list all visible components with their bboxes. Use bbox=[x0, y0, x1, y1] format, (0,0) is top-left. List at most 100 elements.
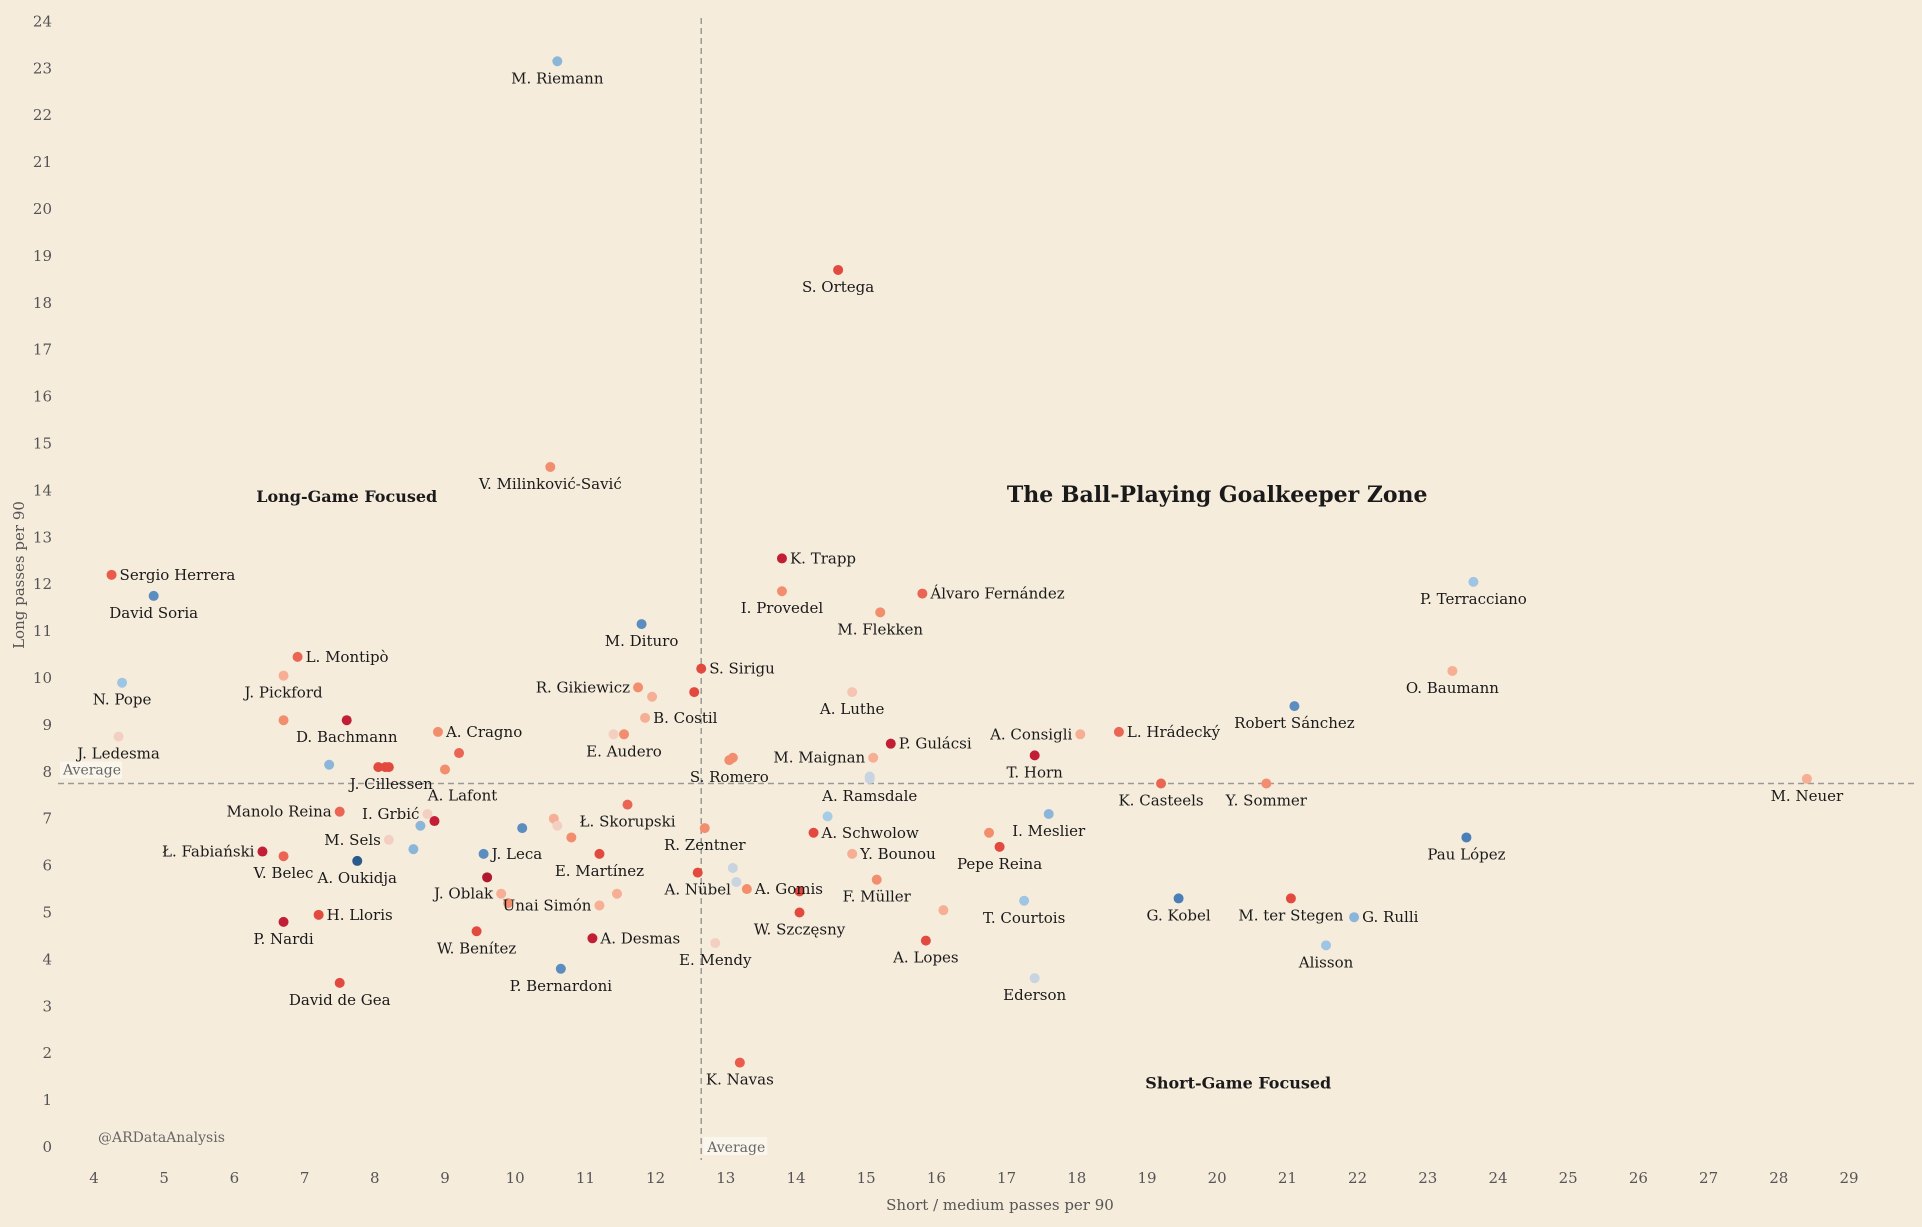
data-point bbox=[1075, 729, 1086, 740]
data-point bbox=[334, 806, 345, 817]
data-point bbox=[696, 663, 707, 674]
data-point bbox=[636, 619, 647, 630]
data-point bbox=[608, 729, 619, 740]
data-point bbox=[1173, 893, 1184, 904]
data-point bbox=[776, 553, 787, 564]
point-label: Sergio Herrera bbox=[120, 566, 236, 584]
data-points bbox=[106, 56, 1812, 1068]
point-label: Ł. Fabiański bbox=[162, 843, 255, 861]
point-label: W. Benítez bbox=[437, 939, 517, 957]
average-y-label-bg bbox=[60, 761, 122, 779]
point-label: P. Terracciano bbox=[1420, 590, 1527, 608]
data-point bbox=[875, 607, 886, 618]
y-tick-label: 24 bbox=[33, 12, 52, 30]
data-point bbox=[106, 569, 117, 580]
data-point bbox=[692, 867, 703, 878]
data-point bbox=[1289, 701, 1300, 712]
y-tick-label: 8 bbox=[42, 763, 52, 781]
point-label: H. Lloris bbox=[327, 906, 393, 924]
point-label: David Soria bbox=[109, 604, 198, 622]
point-label: J. Pickford bbox=[242, 684, 323, 702]
data-point bbox=[1043, 809, 1054, 820]
point-label: M. Sels bbox=[324, 831, 381, 849]
x-tick-label: 10 bbox=[506, 1169, 525, 1187]
point-label: Ederson bbox=[1003, 986, 1066, 1004]
point-label: A. Lafont bbox=[427, 786, 498, 804]
x-tick-label: 4 bbox=[89, 1169, 99, 1187]
point-label: E. Audero bbox=[586, 742, 662, 760]
x-tick-label: 11 bbox=[576, 1169, 595, 1187]
point-label: A. Gomis bbox=[754, 880, 823, 898]
point-label: P. Gulácsi bbox=[899, 735, 972, 753]
point-label: A. Luthe bbox=[819, 700, 885, 718]
point-label: P. Nardi bbox=[253, 930, 313, 948]
data-point bbox=[619, 729, 630, 740]
data-point bbox=[794, 886, 805, 897]
data-point bbox=[552, 820, 563, 831]
point-label: V. Belec bbox=[253, 864, 314, 882]
point-label: D. Bachmann bbox=[296, 728, 398, 746]
x-tick-label: 8 bbox=[370, 1169, 380, 1187]
point-label: Unai Simón bbox=[503, 896, 592, 914]
point-label: J. Ledesma bbox=[75, 745, 160, 763]
data-point bbox=[1447, 665, 1458, 676]
axis-ticks: 4 5 6 7 8 9 10 11 12 13 14 15 16 17 18 19 20 21 22 23 24 25 26… bbox=[33, 12, 1859, 1187]
y-tick-label: 1 bbox=[42, 1091, 52, 1109]
point-label: A. Oukidja bbox=[317, 869, 397, 887]
y-tick-label: 15 bbox=[33, 435, 52, 453]
x-axis-label: Short / medium passes per 90 bbox=[886, 1196, 1114, 1214]
y-tick-label: 18 bbox=[33, 294, 52, 312]
data-point bbox=[885, 738, 896, 749]
data-point bbox=[278, 670, 289, 681]
x-tick-label: 19 bbox=[1137, 1169, 1156, 1187]
y-tick-label: 10 bbox=[33, 669, 52, 687]
point-label: M. Dituro bbox=[605, 632, 679, 650]
point-label: R. Zentner bbox=[664, 836, 746, 854]
data-point bbox=[734, 1057, 745, 1068]
x-tick-label: 5 bbox=[159, 1169, 169, 1187]
data-point bbox=[587, 933, 598, 944]
x-tick-label: 21 bbox=[1278, 1169, 1297, 1187]
x-tick-label: 24 bbox=[1488, 1169, 1507, 1187]
data-point bbox=[622, 799, 633, 810]
point-label: A. Desmas bbox=[599, 929, 680, 947]
data-point bbox=[1461, 832, 1472, 843]
point-label: N. Pope bbox=[93, 691, 152, 709]
data-point bbox=[594, 848, 605, 859]
x-tick-label: 12 bbox=[646, 1169, 665, 1187]
data-point bbox=[833, 264, 844, 275]
point-label: J. Leca bbox=[490, 845, 543, 863]
point-label: M. Flekken bbox=[837, 620, 923, 638]
point-label: Alisson bbox=[1298, 953, 1354, 971]
data-point bbox=[776, 586, 787, 597]
data-point bbox=[808, 827, 819, 838]
data-point bbox=[148, 590, 159, 601]
point-label: P. Bernardoni bbox=[510, 977, 613, 995]
y-tick-label: 21 bbox=[33, 153, 52, 171]
point-label: K. Trapp bbox=[790, 549, 856, 567]
point-label: M. Riemann bbox=[511, 69, 604, 87]
data-point bbox=[699, 823, 710, 834]
data-point bbox=[373, 762, 384, 773]
data-point bbox=[117, 677, 128, 688]
point-label: G. Rulli bbox=[1362, 908, 1419, 926]
average-x-label: Average bbox=[706, 1140, 765, 1156]
data-point bbox=[352, 855, 363, 866]
x-tick-label: 14 bbox=[786, 1169, 805, 1187]
data-point bbox=[454, 748, 465, 759]
point-label: F. Müller bbox=[843, 888, 912, 906]
x-tick-label: 15 bbox=[857, 1169, 876, 1187]
y-tick-label: 12 bbox=[33, 575, 52, 593]
point-label: K. Navas bbox=[706, 1071, 774, 1089]
data-point bbox=[1156, 778, 1167, 789]
point-label: B. Costil bbox=[653, 709, 718, 727]
x-tick-label: 26 bbox=[1629, 1169, 1648, 1187]
data-point bbox=[482, 872, 493, 883]
x-tick-label: 18 bbox=[1067, 1169, 1086, 1187]
point-label: V. Milinković-Savić bbox=[478, 475, 622, 493]
point-label: Pepe Reina bbox=[957, 855, 1042, 873]
x-tick-label: 13 bbox=[716, 1169, 735, 1187]
data-point bbox=[794, 907, 805, 918]
point-label: I. Provedel bbox=[741, 599, 824, 617]
